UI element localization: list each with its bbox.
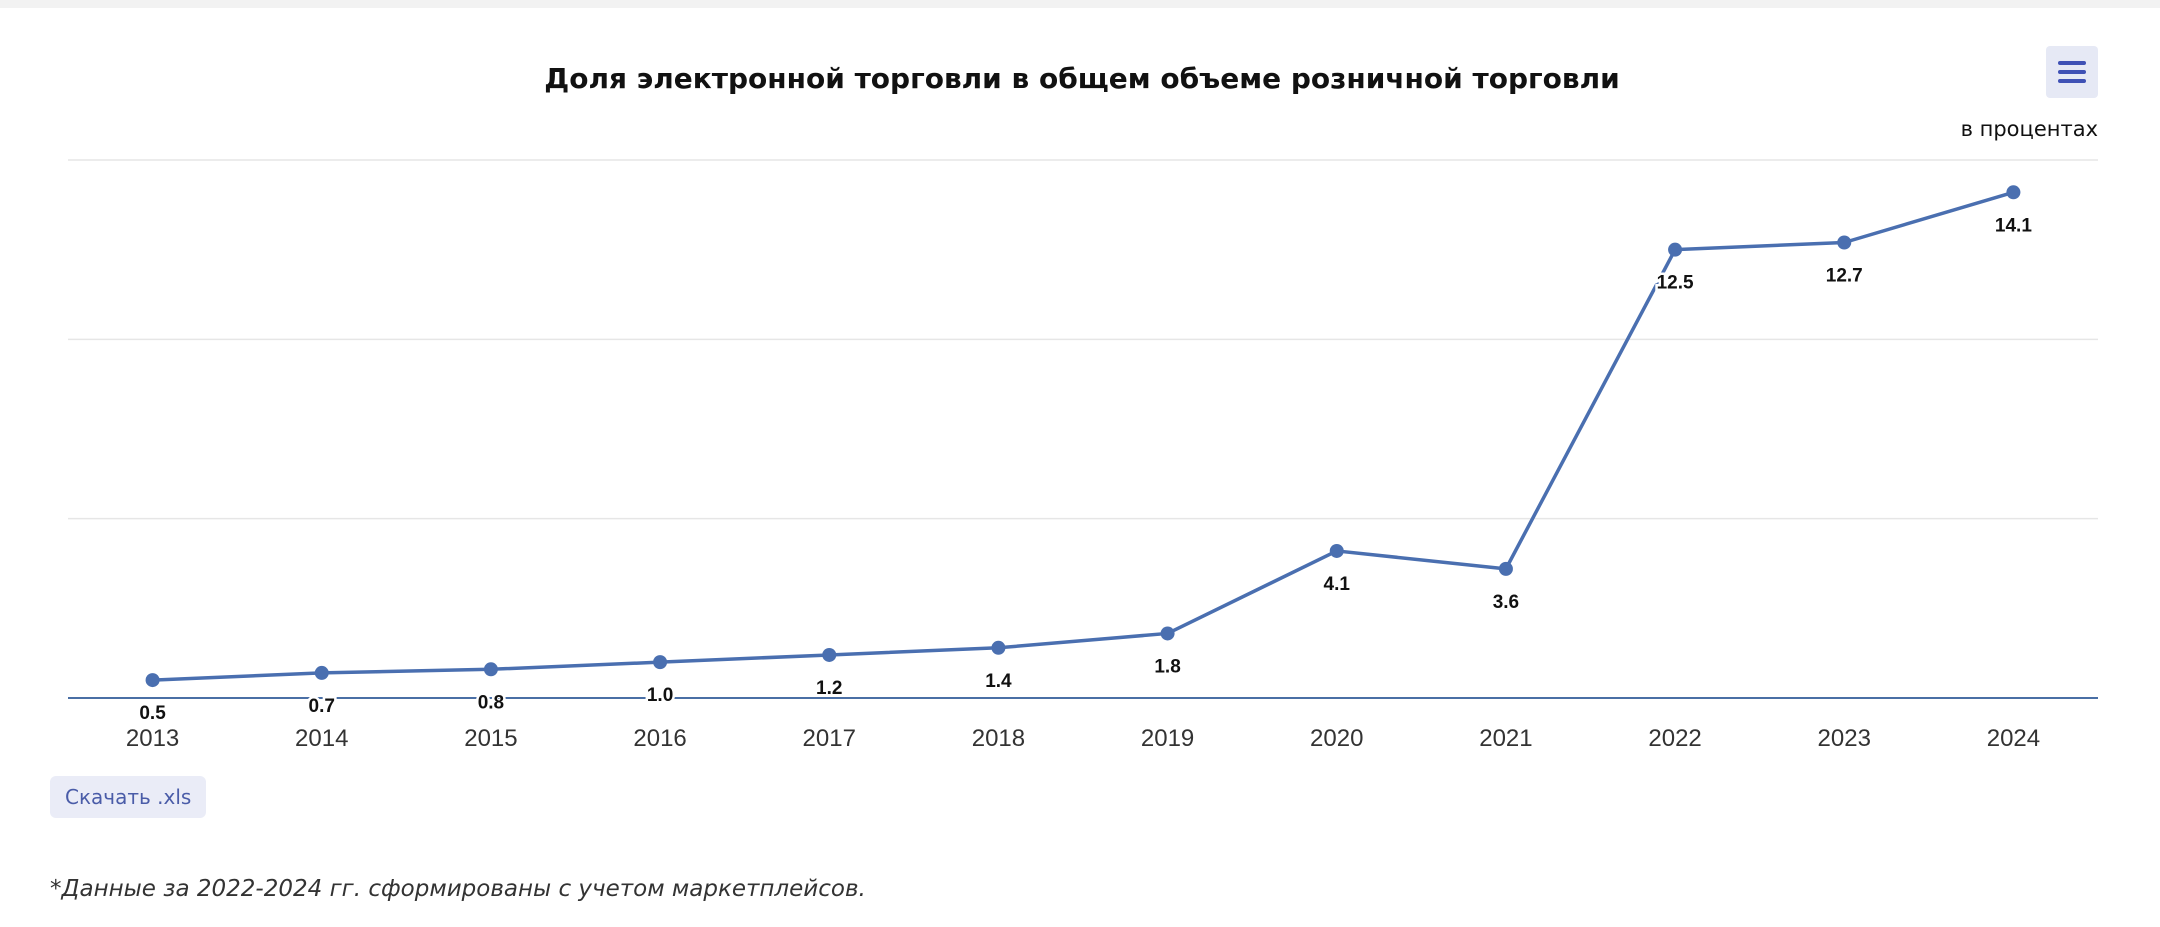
x-axis: 2013 2014 2015 2016 2017 2018 2019 2020 2021 2022… [68,697,2098,752]
data-label: 12.5 [1657,273,1694,294]
x-tick-label: 2022 [1648,725,1701,752]
x-tick-label: 2024 [1987,725,2040,752]
data-point[interactable] [1329,543,1344,558]
x-tick-label: 2015 [464,725,517,752]
footnote: *Данные за 2022-2024 гг. сформированы с … [50,876,866,902]
data-point[interactable] [822,647,837,662]
data-label: 0.5 [139,703,166,724]
grid-lines [68,159,2098,520]
data-label: 4.1 [1324,574,1351,595]
hamburger-menu-icon [2058,61,2086,83]
x-tick-label: 2019 [1141,725,1194,752]
x-tick-label: 2018 [972,725,1025,752]
data-label: 14.1 [1995,215,2032,236]
data-label: 1.4 [985,671,1012,692]
x-tick-label: 2013 [126,725,179,752]
data-point[interactable] [653,655,668,670]
data-point[interactable] [1160,626,1175,641]
x-tick-label: 2017 [803,725,856,752]
chart-menu-button[interactable] [2046,46,2098,98]
x-tick-label: 2014 [295,725,348,752]
x-tick-label: 2021 [1479,725,1532,752]
data-label: 0.7 [309,696,335,717]
x-tick-label: 2023 [1818,725,1871,752]
data-point[interactable] [1668,242,1683,257]
data-point[interactable] [991,640,1006,655]
data-labels: 0.5 0.7 0.8 1.0 1.2 1.4 1.8 4.1 3.6 12.5 12.7 14.1 [137,213,2035,727]
series-line [145,185,2021,688]
data-label: 1.8 [1154,656,1180,677]
unit-label: в процентах [1961,117,2098,141]
data-label: 12.7 [1826,265,1863,286]
data-point[interactable] [145,673,160,688]
data-label: 0.8 [478,692,504,713]
series-line-path [152,190,2014,682]
chart-title: Доля электронной торговли в общем объеме… [544,62,1619,95]
data-label: 1.2 [816,678,842,699]
data-label: 1.0 [647,685,673,706]
data-label: 3.6 [1493,592,1519,613]
line-chart: Доля электронной торговли в общем объеме… [68,62,2098,752]
x-tick-label: 2016 [633,725,686,752]
download-xls-button[interactable]: Скачать .xls [50,776,207,818]
data-point[interactable] [2006,185,2021,200]
data-point[interactable] [1837,235,1852,250]
data-point[interactable] [314,665,329,680]
data-point[interactable] [1498,561,1513,576]
top-bar [0,0,2160,8]
data-point[interactable] [483,662,498,677]
x-tick-label: 2020 [1310,725,1363,752]
